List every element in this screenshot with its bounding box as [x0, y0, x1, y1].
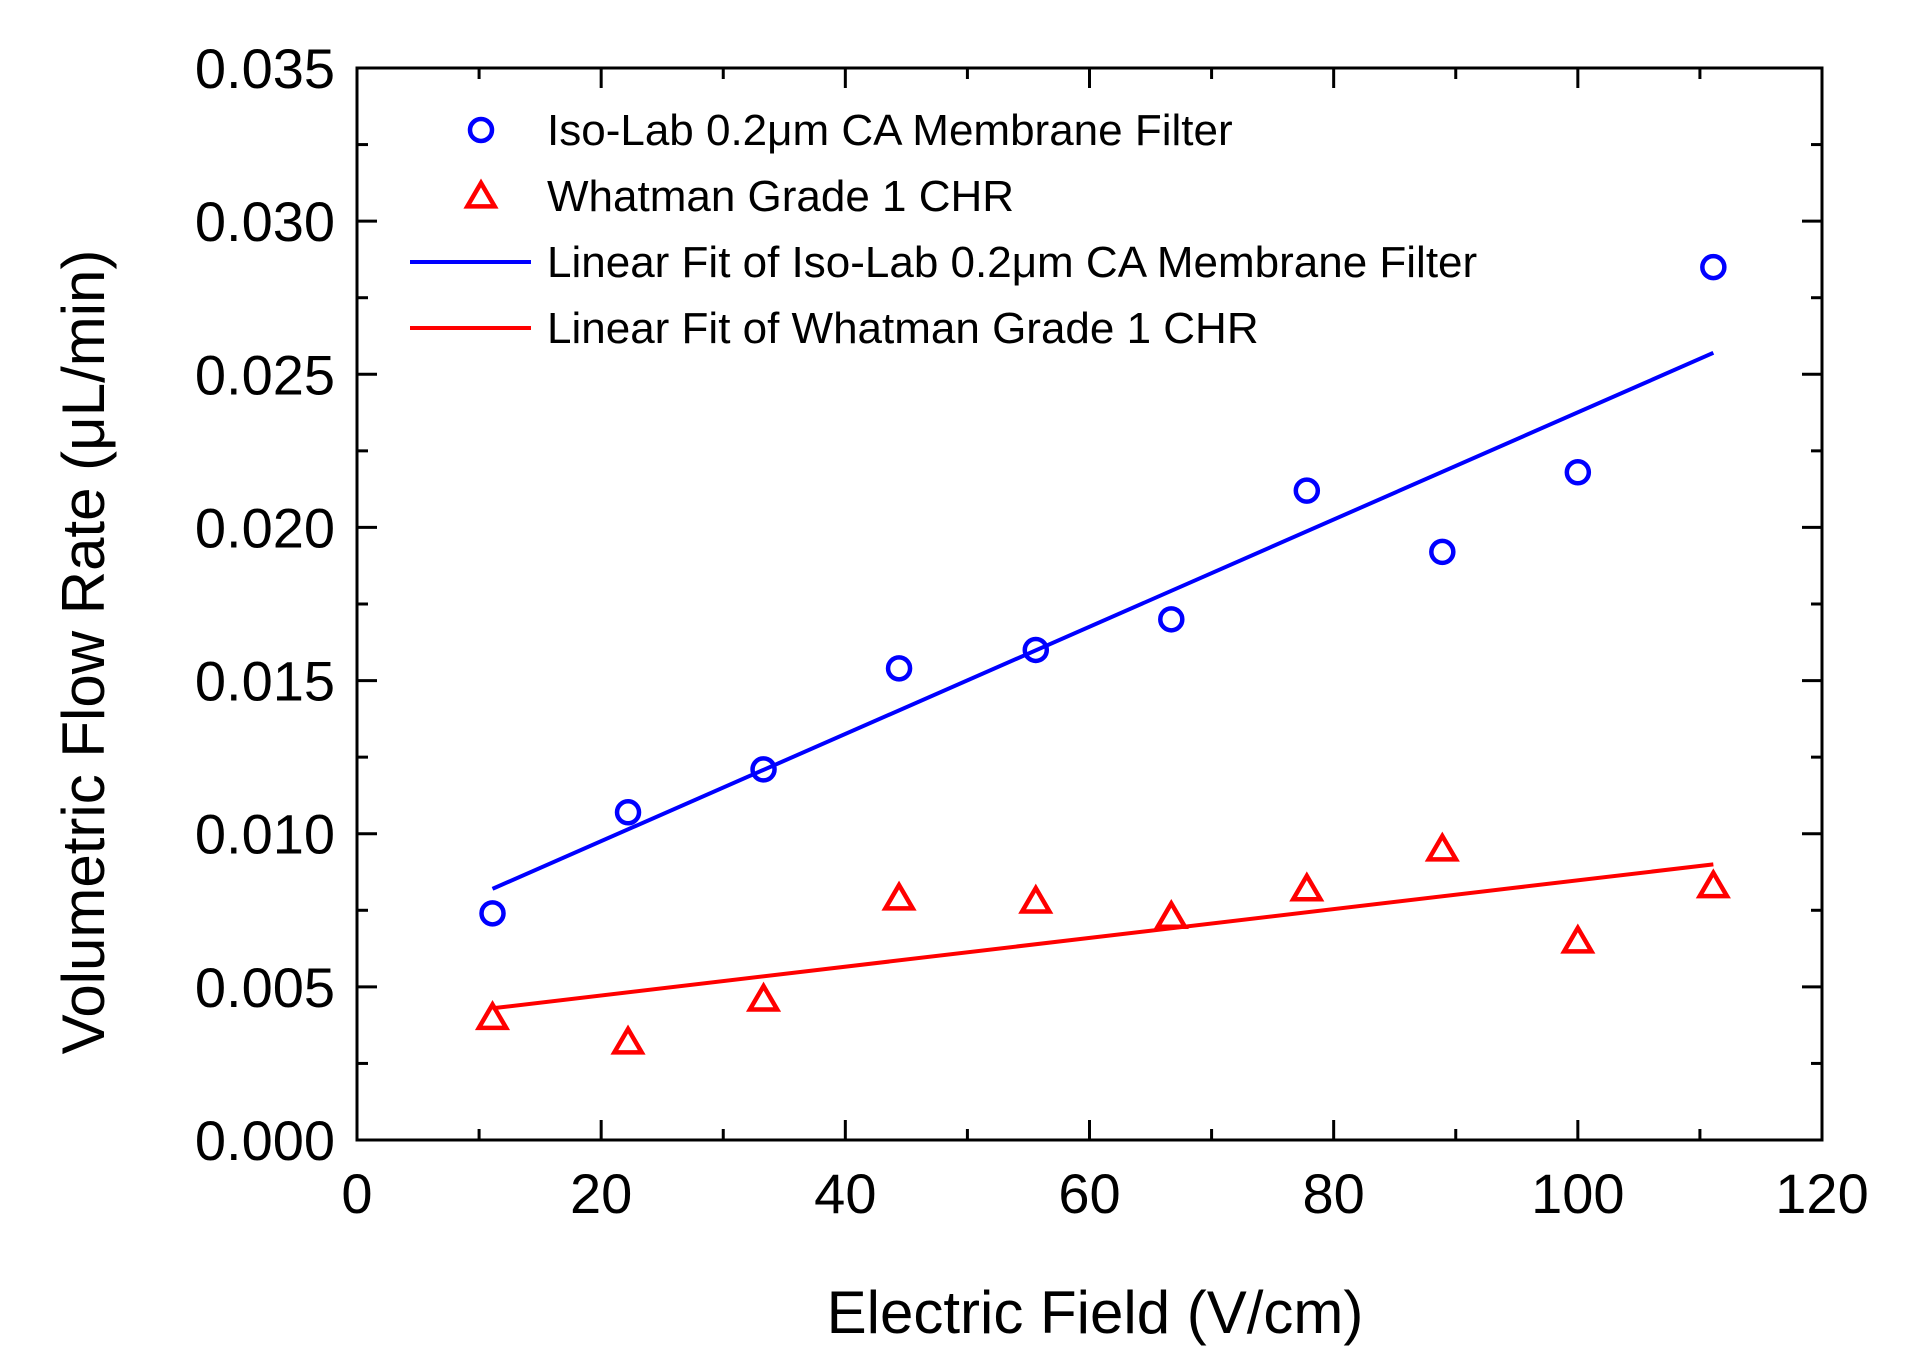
data-point-circle [1293, 477, 1321, 504]
x-tick-label: 80 [1303, 1162, 1365, 1225]
data-point-triangle [1153, 898, 1189, 930]
data-point-circle [479, 900, 506, 927]
data-point-triangle [1018, 883, 1054, 914]
legend-entry: Linear Fit of Iso-Lab 0.2μm CA Membrane … [410, 238, 1477, 287]
data-point-triangle [1289, 871, 1325, 902]
series-2 [491, 351, 1715, 891]
x-tick-label: 20 [570, 1162, 632, 1225]
data-point-triangle [1695, 868, 1731, 899]
y-axis-title: Volumetric Flow Rate (μL/min) [50, 250, 117, 1055]
legend: Iso-Lab 0.2μm CA Membrane Filter Whatman … [410, 106, 1477, 353]
legend-label: Whatman Grade 1 CHR [547, 172, 1014, 221]
y-tick-label: 0.025 [195, 343, 335, 406]
y-tick-label: 0.015 [195, 650, 335, 713]
data-point-triangle [881, 880, 917, 911]
series-0 [479, 253, 1727, 927]
x-tick-label: 40 [814, 1162, 876, 1225]
legend-entry: Linear Fit of Whatman Grade 1 CHR [410, 304, 1259, 353]
series-layer [474, 253, 1731, 1055]
y-tick-label: 0.020 [195, 496, 335, 559]
data-point-circle [1158, 606, 1185, 633]
plot-area [355, 66, 1824, 1142]
fit-line [491, 351, 1715, 891]
data-point-triangle [474, 1000, 511, 1031]
data-point-triangle [610, 1024, 646, 1055]
x-tick-label: 60 [1058, 1162, 1120, 1225]
y-tick-label: 0.030 [195, 190, 335, 253]
legend-label: Linear Fit of Whatman Grade 1 CHR [547, 304, 1259, 353]
y-tick-label: 0.035 [195, 37, 335, 100]
x-axis: 0 20 40 60 80 100 120 [341, 68, 1869, 1225]
legend-label: Linear Fit of Iso-Lab 0.2μm CA Membrane … [547, 238, 1477, 287]
legend-label: Iso-Lab 0.2μm CA Membrane Filter [547, 106, 1233, 155]
x-tick-label: 0 [341, 1162, 372, 1225]
data-point-circle [1022, 636, 1050, 664]
data-point-circle [885, 655, 913, 682]
series-1 [474, 831, 1731, 1055]
legend-entry: Iso-Lab 0.2μm CA Membrane Filter [467, 106, 1233, 155]
data-point-triangle [1424, 831, 1460, 862]
data-point-circle [1429, 538, 1456, 566]
legend-circle-swatch [467, 116, 495, 144]
fit-line [492, 862, 1714, 1011]
data-point-circle [1564, 459, 1592, 486]
y-axis: 0.000 0.005 0.010 0.015 0.020 0.025 0.030 0.035 [195, 37, 1822, 1172]
x-axis-title: Electric Field (V/cm) [827, 1279, 1364, 1346]
x-tick-label: 120 [1775, 1162, 1868, 1225]
y-tick-label: 0.005 [195, 956, 335, 1019]
x-tick-label: 100 [1531, 1162, 1624, 1225]
data-point-triangle [745, 981, 782, 1012]
legend-triangle-swatch [463, 178, 499, 209]
y-tick-label: 0.000 [195, 1109, 335, 1172]
plot-frame [355, 66, 1824, 1142]
data-point-circle [1700, 253, 1727, 281]
series-3 [492, 862, 1714, 1011]
data-point-circle [750, 756, 777, 783]
data-point-circle [614, 799, 642, 826]
legend-entry: Whatman Grade 1 CHR [463, 172, 1014, 221]
data-point-triangle [1560, 923, 1596, 954]
y-tick-label: 0.010 [195, 803, 335, 866]
